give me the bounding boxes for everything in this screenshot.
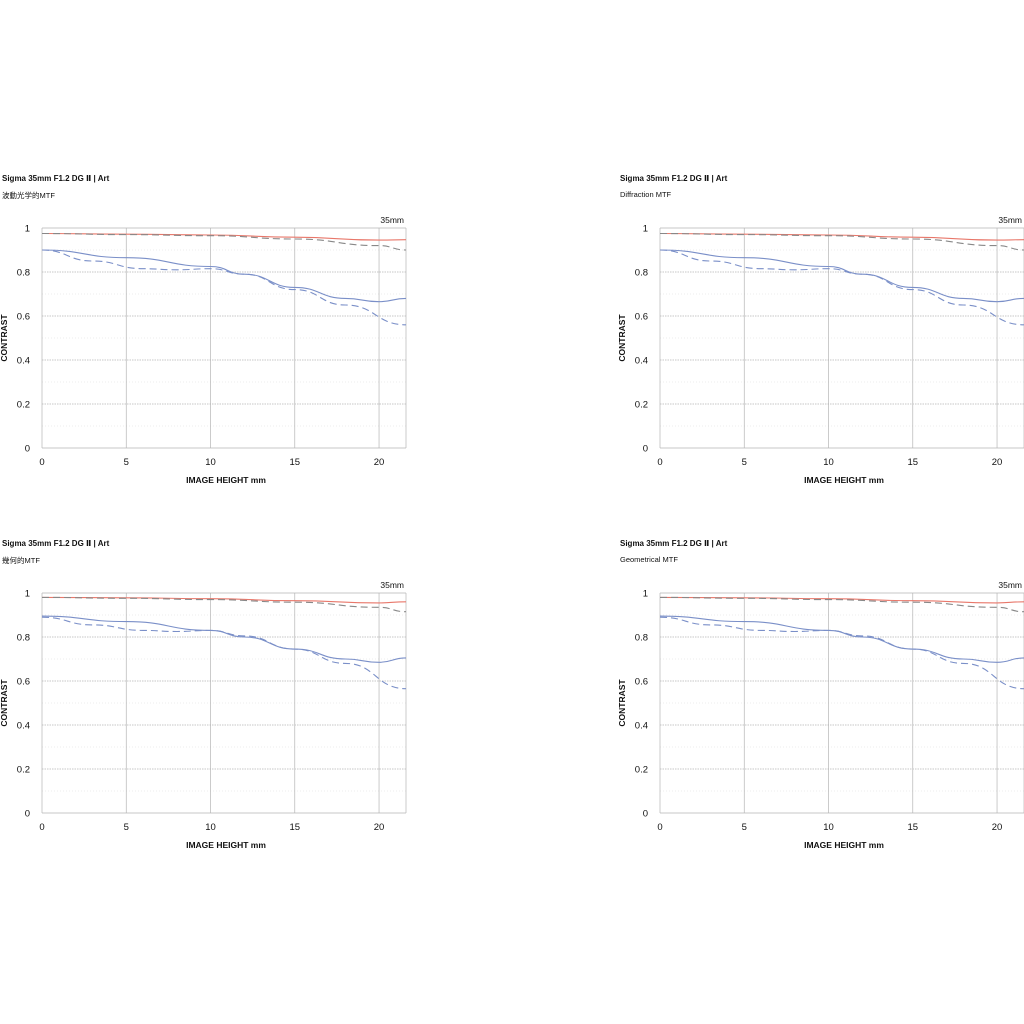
x-tick-label: 10 <box>205 457 216 468</box>
x-axis-label: IMAGE HEIGHT mm <box>186 475 266 485</box>
x-tick-label: 20 <box>992 822 1003 833</box>
y-tick-label: 0 <box>643 444 648 455</box>
y-tick-label: 0 <box>25 444 30 455</box>
y-tick-label: 0.6 <box>17 677 30 688</box>
mtf-panel-diffraction: Sigma 35mm F1.2 DG Ⅱ | Art Diffraction M… <box>617 172 1024 502</box>
x-tick-label: 5 <box>124 822 129 833</box>
y-tick-label: 0 <box>25 809 30 820</box>
y-tick-label: 0.4 <box>635 356 648 367</box>
y-tick-label: 0.6 <box>17 312 30 323</box>
mtf-panel-geometric-ja: Sigma 35mm F1.2 DG Ⅱ | Art 幾何的MTF 0 0.2 0.… <box>0 537 512 867</box>
y-tick-label: 0.8 <box>17 633 30 644</box>
panel-subtitle: Geometrical MTF <box>620 555 678 564</box>
mtf-series-line-1 <box>659 232 1024 251</box>
y-tick-label: 0.2 <box>635 765 648 776</box>
x-axis-label: IMAGE HEIGHT mm <box>186 840 266 850</box>
x-axis-label: IMAGE HEIGHT mm <box>804 475 884 485</box>
x-axis-label: IMAGE HEIGHT mm <box>804 840 884 850</box>
mtf-series-line-3 <box>659 249 1024 326</box>
y-axis-label: CONTRAST <box>617 679 627 727</box>
x-tick-label: 0 <box>39 822 44 833</box>
mtf-series-line-1 <box>659 596 1024 613</box>
x-tick-label: 15 <box>289 457 300 468</box>
y-tick-label: 0 <box>643 809 648 820</box>
panel-subtitle: Diffraction MTF <box>620 190 672 199</box>
y-tick-label: 0.2 <box>17 765 30 776</box>
y-tick-label: 0.6 <box>635 677 648 688</box>
y-tick-label: 1 <box>643 224 648 235</box>
x-tick-label: 15 <box>289 822 300 833</box>
x-tick-label: 20 <box>374 457 385 468</box>
y-tick-label: 0.4 <box>17 356 30 367</box>
panel-subtitle: 幾何的MTF <box>2 556 40 565</box>
mtf-series-line-1 <box>41 596 407 613</box>
y-axis-label: CONTRAST <box>0 314 9 362</box>
mtf-series-line-3 <box>41 249 407 326</box>
y-tick-label: 0.4 <box>635 721 648 732</box>
x-tick-label: 15 <box>907 457 918 468</box>
mtf-series-line-0 <box>659 232 1024 241</box>
y-axis-label: CONTRAST <box>617 314 627 362</box>
x-tick-label: 10 <box>823 457 834 468</box>
x-tick-label: 5 <box>124 457 129 468</box>
y-tick-label: 0.4 <box>17 721 30 732</box>
focal-length-label: 35mm <box>380 580 404 590</box>
y-axis-label: CONTRAST <box>0 679 9 727</box>
mtf-series-line-2 <box>41 615 407 663</box>
mtf-series-line-2 <box>659 615 1024 663</box>
x-tick-label: 0 <box>39 457 44 468</box>
focal-length-label: 35mm <box>998 215 1022 225</box>
y-tick-label: 0.2 <box>635 400 648 411</box>
y-tick-label: 0.8 <box>17 268 30 279</box>
x-tick-label: 0 <box>657 457 662 468</box>
focal-length-label: 35mm <box>380 215 404 225</box>
mtf-series-line-0 <box>41 232 407 241</box>
mtf-series-line-3 <box>659 616 1024 690</box>
panel-title: Sigma 35mm F1.2 DG Ⅱ | Art <box>2 539 110 548</box>
x-tick-label: 0 <box>657 822 662 833</box>
panel-title: Sigma 35mm F1.2 DG Ⅱ | Art <box>2 174 110 183</box>
y-tick-label: 0.2 <box>17 400 30 411</box>
panel-title: Sigma 35mm F1.2 DG Ⅱ | Art <box>620 174 728 183</box>
x-tick-label: 20 <box>374 822 385 833</box>
y-tick-label: 0.8 <box>635 633 648 644</box>
x-tick-label: 5 <box>742 457 747 468</box>
mtf-series-line-3 <box>41 616 407 690</box>
x-tick-label: 20 <box>992 457 1003 468</box>
y-tick-label: 1 <box>25 224 30 235</box>
y-tick-label: 1 <box>25 589 30 600</box>
focal-length-label: 35mm <box>998 580 1022 590</box>
x-tick-label: 10 <box>823 822 834 833</box>
x-tick-label: 15 <box>907 822 918 833</box>
x-tick-label: 10 <box>205 822 216 833</box>
mtf-panel-geometrical: Sigma 35mm F1.2 DG Ⅱ | Art Geometrical M… <box>617 537 1024 867</box>
mtf-series-line-1 <box>41 232 407 251</box>
y-tick-label: 0.8 <box>635 268 648 279</box>
panel-title: Sigma 35mm F1.2 DG Ⅱ | Art <box>620 539 728 548</box>
y-tick-label: 0.6 <box>635 312 648 323</box>
panel-subtitle: 波動光学的MTF <box>2 191 55 200</box>
y-tick-label: 1 <box>643 589 648 600</box>
mtf-panel-wave-optics: Sigma 35mm F1.2 DG Ⅱ | Art 波動光学的MTF 0 0.2… <box>0 172 512 502</box>
x-tick-label: 5 <box>742 822 747 833</box>
